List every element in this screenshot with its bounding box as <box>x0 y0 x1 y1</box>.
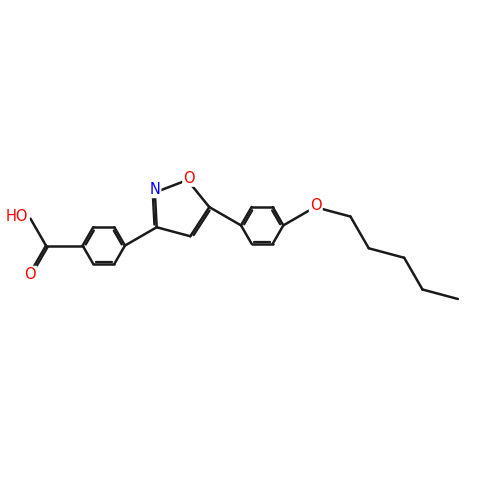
Text: HO: HO <box>6 209 29 224</box>
Text: O: O <box>24 267 36 282</box>
Text: O: O <box>310 198 321 213</box>
Text: N: N <box>149 182 160 197</box>
Text: O: O <box>183 171 195 186</box>
